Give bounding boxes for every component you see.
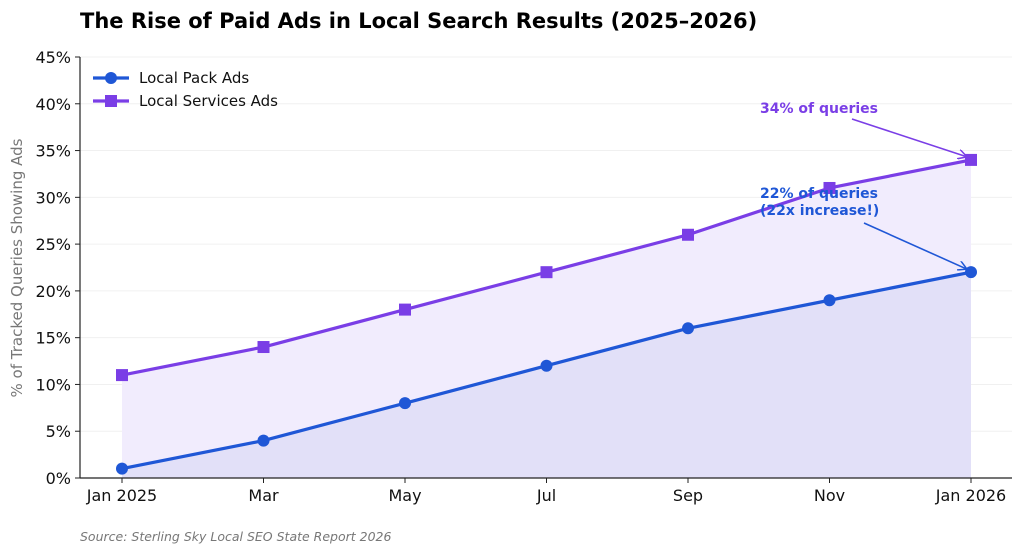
x-tick-label: Nov bbox=[814, 486, 845, 505]
data-point bbox=[965, 266, 977, 279]
y-tick-label: 10% bbox=[35, 375, 71, 394]
y-tick-label: 5% bbox=[46, 422, 71, 441]
y-tick-label: 0% bbox=[46, 469, 71, 488]
area-fills bbox=[122, 159, 971, 478]
data-point bbox=[116, 462, 128, 475]
data-point bbox=[823, 181, 836, 194]
chart-title: The Rise of Paid Ads in Local Search Res… bbox=[80, 9, 757, 33]
x-tick-label: Jan 2025 bbox=[86, 486, 157, 505]
data-point bbox=[399, 397, 411, 410]
data-point bbox=[823, 294, 836, 307]
data-point bbox=[540, 266, 553, 279]
source-note: Source: Sterling Sky Local SEO State Rep… bbox=[80, 529, 392, 544]
y-axis-label: % of Tracked Queries Showing Ads bbox=[8, 138, 26, 397]
y-tick-label: 20% bbox=[35, 282, 71, 301]
y-tick-label: 35% bbox=[35, 142, 71, 161]
annotation-arrow bbox=[863, 222, 967, 269]
data-point bbox=[116, 369, 128, 382]
legend-marker bbox=[105, 72, 117, 84]
series-lines bbox=[116, 153, 977, 475]
legend: Local Pack Ads Local Services Ads bbox=[93, 69, 278, 110]
legend-label: Local Pack Ads bbox=[139, 69, 249, 87]
data-point bbox=[399, 303, 411, 316]
y-tick-label: 25% bbox=[35, 235, 71, 254]
data-point bbox=[540, 359, 553, 372]
annotations: 34% of queries 22% of queries (22x increas… bbox=[760, 101, 967, 269]
annotation-label: 34% of queries bbox=[760, 101, 878, 117]
x-tick-label: Mar bbox=[248, 486, 279, 505]
data-point bbox=[257, 434, 270, 447]
annotation-arrow bbox=[851, 118, 967, 157]
data-point bbox=[257, 341, 270, 354]
axes: 0% 5% 10% 15% 20% 25% 30% 35% 40% 45% Jan 2025 Mar M… bbox=[35, 48, 1012, 505]
x-tick-label: May bbox=[388, 486, 421, 505]
y-tick-label: 30% bbox=[35, 188, 71, 207]
area-fill bbox=[122, 272, 971, 478]
data-point bbox=[965, 153, 977, 166]
y-tick-label: 40% bbox=[35, 95, 71, 114]
data-point bbox=[682, 322, 694, 335]
legend-label: Local Services Ads bbox=[139, 92, 278, 110]
annotation-label: 22% of queries (22x increase!) bbox=[760, 186, 879, 219]
data-point bbox=[682, 228, 694, 241]
y-tick-label: 45% bbox=[35, 48, 71, 67]
x-tick-label: Sep bbox=[673, 486, 703, 505]
x-tick-label: Jan 2026 bbox=[935, 486, 1006, 505]
y-tick-label: 15% bbox=[35, 329, 71, 348]
x-tick-label: Jul bbox=[536, 486, 556, 505]
legend-marker bbox=[105, 95, 117, 107]
